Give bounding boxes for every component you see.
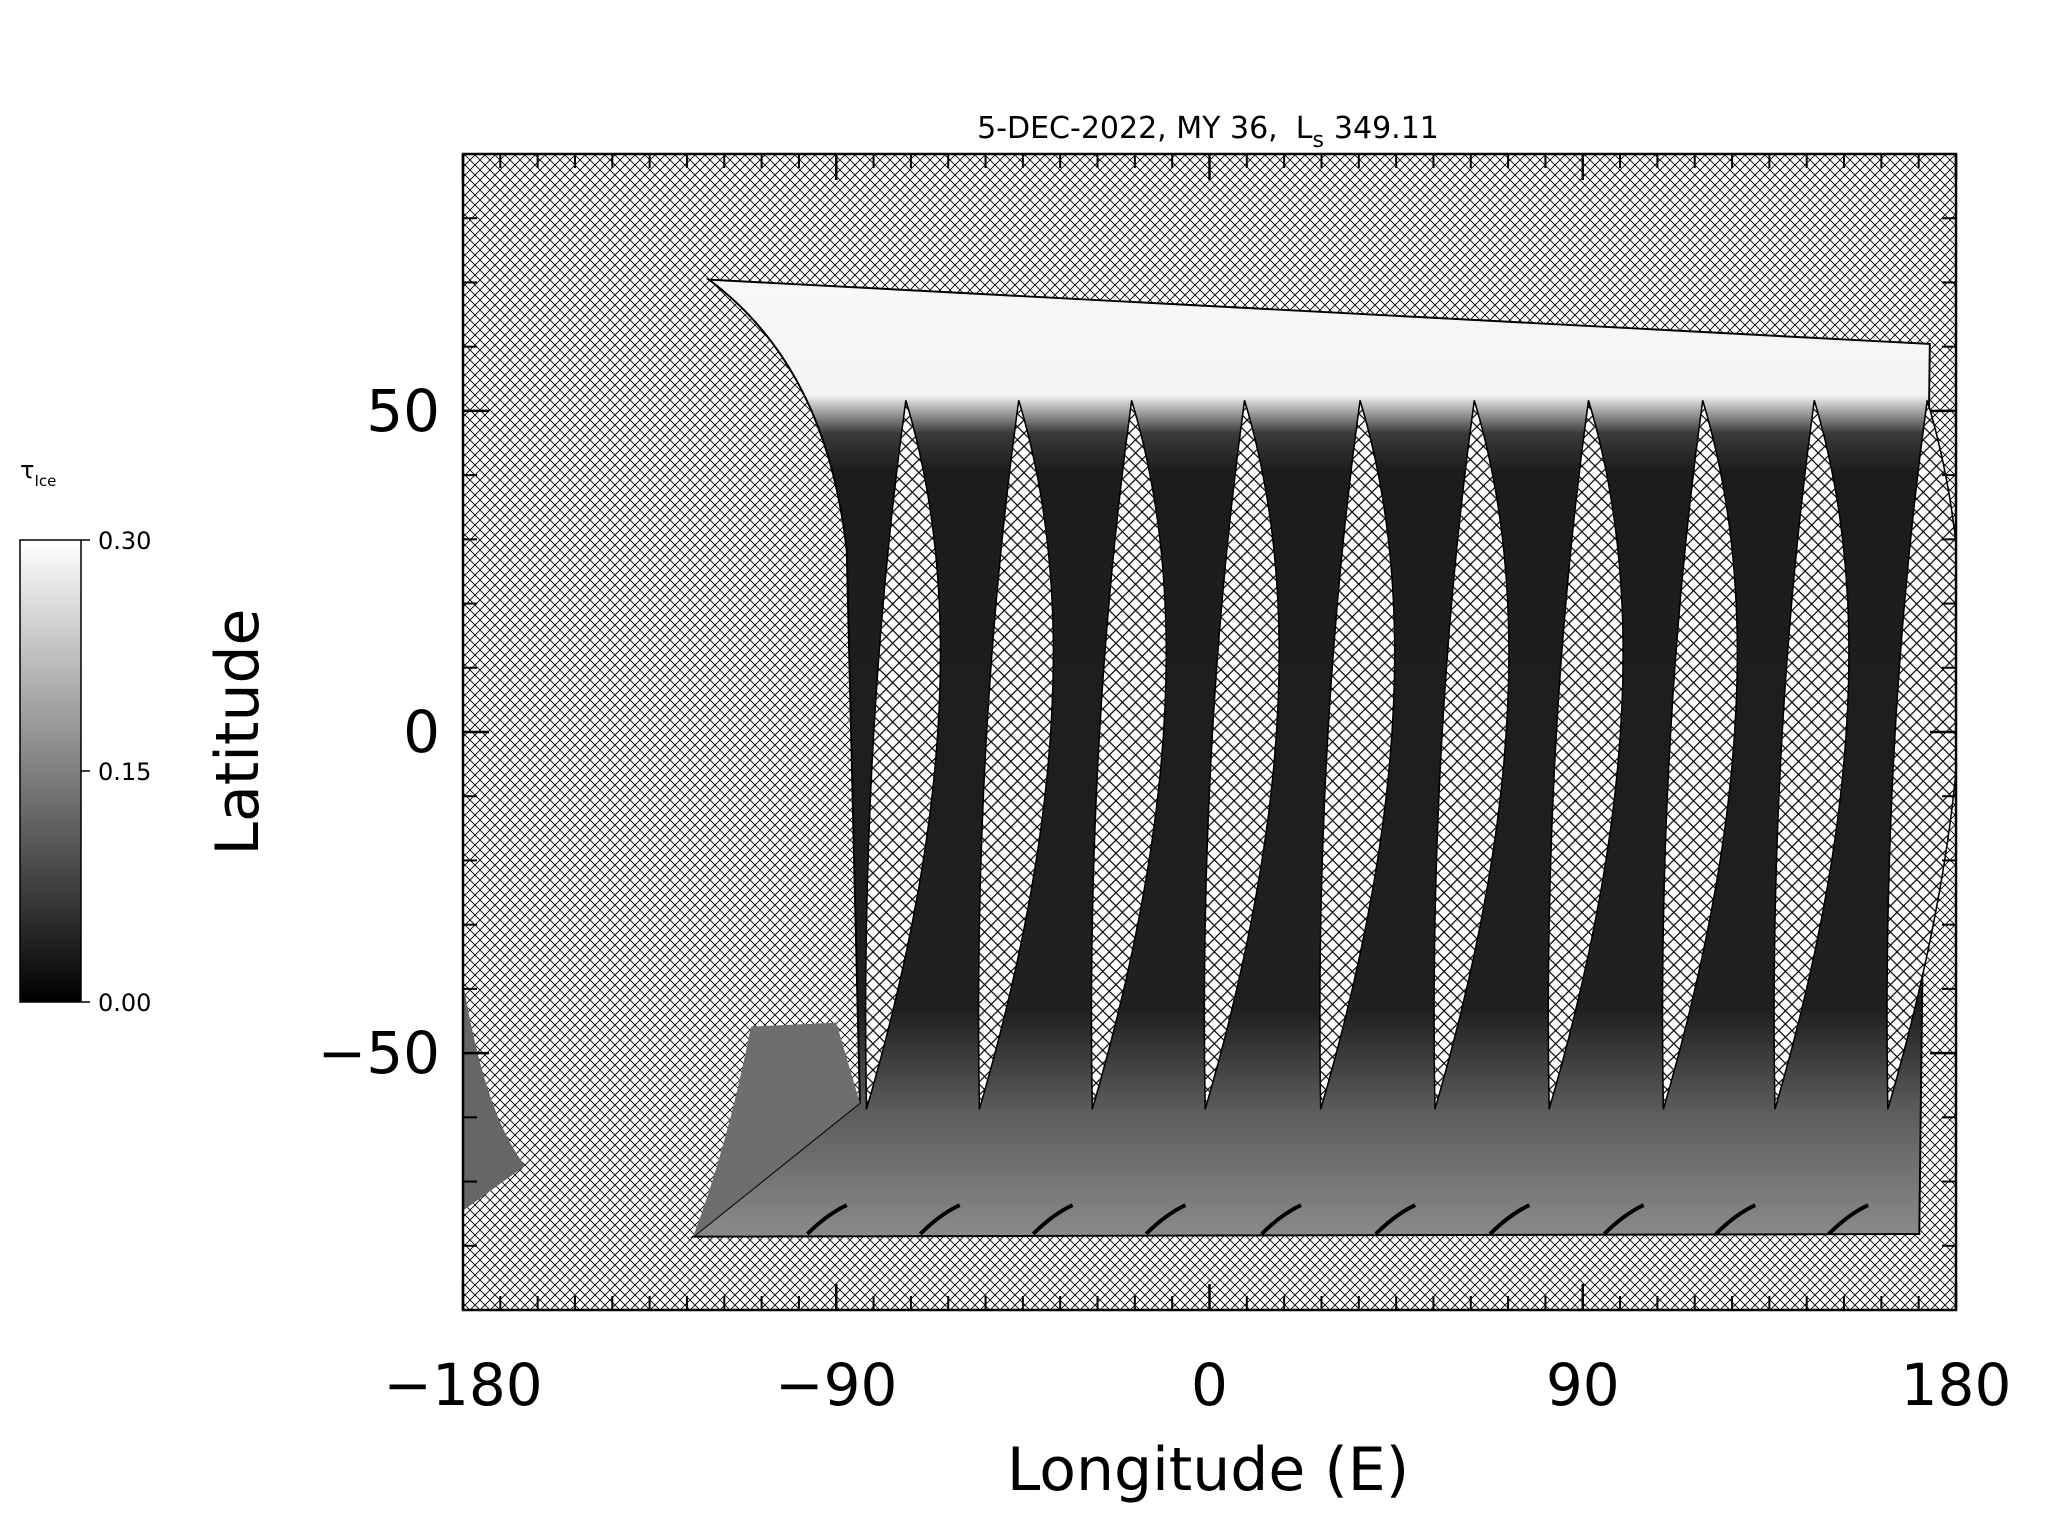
swath-foot-edge	[1827, 1203, 1869, 1236]
swath-region	[693, 1022, 860, 1237]
swath-foot-edge	[1602, 1203, 1645, 1236]
swath-gap	[1547, 400, 1624, 1110]
swath-gap	[1090, 400, 1168, 1110]
swath-gap	[864, 400, 942, 1110]
y-axis-label: Latitude	[203, 609, 273, 856]
swath-foot-edge	[1374, 1203, 1417, 1236]
colorbar-tick-label: 0.30	[98, 527, 151, 555]
swath-gap	[1773, 400, 1850, 1110]
colorbar	[19, 539, 82, 1003]
swath-region	[463, 984, 526, 1211]
swath-gap	[1319, 400, 1396, 1110]
x-axis-label: Longitude (E)	[1007, 1435, 1409, 1505]
x-tick-label: 180	[1901, 1351, 2012, 1419]
colorbar-tick-label: 0.00	[98, 989, 151, 1017]
swath-gap	[1203, 400, 1280, 1110]
x-tick-label: −90	[775, 1351, 897, 1419]
swath-foot-edge	[1488, 1203, 1531, 1236]
colorbar-subscript: Ice	[34, 472, 56, 490]
colorbar-symbol: τ	[20, 456, 34, 484]
x-tick-label: −180	[383, 1351, 542, 1419]
title-subscript: s	[1312, 128, 1323, 153]
chart-title: 5-DEC-2022, MY 36, Ls 349.11	[977, 111, 1439, 153]
title-text: 5-DEC-2022, MY 36,	[977, 111, 1278, 146]
x-tick-label: 90	[1546, 1351, 1620, 1419]
swath-foot-edge	[805, 1203, 848, 1236]
title-value: 349.11	[1334, 111, 1439, 146]
swath-foot-edge	[1260, 1203, 1302, 1236]
x-tick-label: 0	[1191, 1351, 1228, 1419]
swath-foot-edge	[1031, 1203, 1074, 1236]
colorbar-tick-label: 0.15	[98, 758, 151, 786]
swath-foot-edge	[1714, 1203, 1757, 1236]
colorbar-label: τIce	[20, 456, 56, 490]
swath-gap	[1433, 400, 1510, 1110]
swath-gap	[977, 400, 1055, 1110]
y-tick-label: 0	[403, 698, 440, 766]
y-tick-label: −50	[318, 1019, 440, 1087]
swath-foot-edge	[1144, 1203, 1187, 1236]
swath-gap	[1661, 400, 1739, 1110]
swath-foot-edge	[918, 1203, 961, 1236]
swath-layer	[463, 278, 1956, 1238]
swath-gap	[1886, 400, 1956, 1110]
y-tick-label: 50	[366, 377, 440, 445]
swaths	[463, 278, 1956, 1238]
title-symbol: L	[1296, 111, 1313, 146]
